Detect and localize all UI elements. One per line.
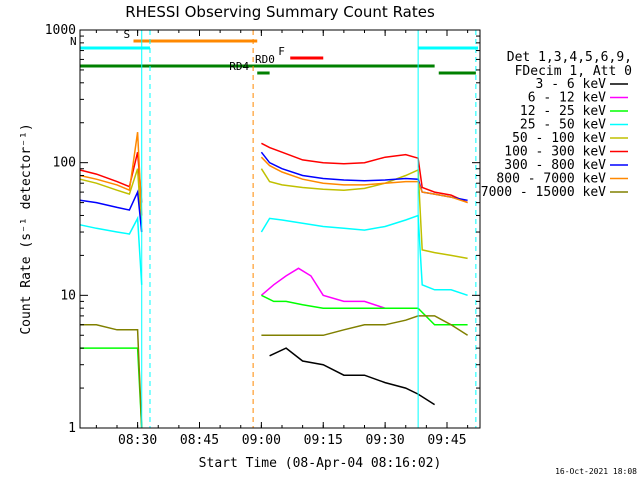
y-tick-label: 10 (60, 288, 76, 303)
legend-label: 50 - 100 keV (512, 131, 606, 146)
series-line (79, 168, 468, 260)
legend-label: 25 - 50 keV (520, 118, 606, 133)
chart-title: RHESSI Observing Summary Count Rates (125, 3, 435, 21)
plot-frame (79, 29, 481, 429)
x-tick-label: 09:00 (242, 433, 281, 448)
legend-label: 7000 - 15000 keV (481, 185, 606, 200)
flag-label: RD0 (255, 53, 275, 66)
series-lines (79, 131, 469, 429)
flag-label: RD4 (229, 60, 249, 73)
legend-label: 3 - 6 keV (536, 77, 607, 92)
x-tick-label: 09:45 (427, 433, 466, 448)
x-tick-label: 09:30 (366, 433, 405, 448)
x-tick-label: 08:30 (118, 433, 157, 448)
legend-header: FDecim 1, Att 0 (515, 64, 632, 79)
y-tick-label: 100 (53, 156, 76, 171)
series-line (260, 267, 419, 309)
vertical-markers (141, 30, 477, 428)
y-axis-label: Count Rate (s⁻¹ detector⁻¹) (19, 123, 34, 334)
legend-label: 800 - 7000 keV (496, 172, 606, 187)
flag-label: N (70, 35, 77, 48)
legend-label: 12 - 25 keV (520, 104, 606, 119)
legend-label: 6 - 12 keV (528, 91, 606, 106)
x-axis-label: Start Time (08-Apr-04 08:16:02) (199, 456, 442, 471)
legend: Det 1,3,4,5,6,9,FDecim 1, Att 03 - 6 keV… (481, 50, 632, 200)
x-tick-label: 09:15 (304, 433, 343, 448)
flag-label: F (278, 45, 285, 58)
series-line (269, 347, 436, 406)
x-tick-label: 08:45 (180, 433, 219, 448)
timestamp: 16-Oct-2021 18:08 (555, 467, 637, 476)
legend-label: 300 - 800 keV (504, 158, 606, 173)
axes: 08:30 08:45 09:00 09:15 09:30 09:45 1 10 100 1000 (45, 23, 480, 448)
series-line (79, 131, 468, 216)
series-line (79, 214, 468, 297)
legend-label: 100 - 300 keV (504, 145, 606, 160)
legend-header: Det 1,3,4,5,6,9, (507, 50, 632, 65)
y-tick-label: 1000 (45, 23, 76, 38)
y-tick-label: 1 (68, 421, 76, 436)
series-line (80, 315, 469, 429)
flag-label: S (123, 28, 130, 41)
series-line (80, 294, 468, 429)
